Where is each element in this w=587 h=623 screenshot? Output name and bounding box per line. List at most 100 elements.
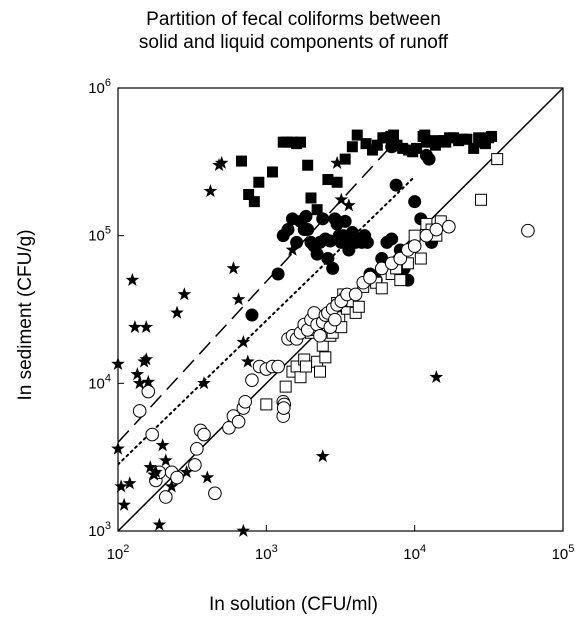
data-point-open-circle [363, 270, 377, 285]
data-point-open-square [394, 274, 407, 287]
data-point-filled-circle [245, 308, 259, 322]
data-points [111, 129, 535, 537]
data-point-star [231, 292, 246, 306]
data-point-filled-circle [271, 267, 285, 281]
data-point-filled-square [305, 192, 317, 204]
data-point-open-square [375, 282, 388, 295]
x-tick-label: 103 [255, 543, 278, 563]
data-point-filled-circle [388, 138, 402, 152]
data-point-filled-circle [385, 232, 399, 246]
data-point-star [139, 319, 154, 334]
data-point-filled-circle [299, 209, 313, 223]
series-filled-circle [245, 138, 439, 322]
data-point-star [203, 184, 218, 198]
data-point-open-circle [132, 404, 147, 418]
data-point-open-circle [188, 458, 202, 472]
data-point-filled-square [248, 196, 260, 208]
data-point-filled-square [360, 138, 372, 150]
y-tick-label: 105 [88, 225, 111, 245]
x-tick-label: 104 [403, 543, 426, 563]
data-point-star [170, 305, 184, 319]
y-tick-label: 106 [88, 77, 111, 97]
y-tick-label: 103 [88, 520, 111, 540]
data-point-star [158, 453, 173, 467]
series-filled-square [235, 129, 498, 216]
data-point-open-circle [407, 239, 422, 253]
data-point-open-circle [145, 427, 159, 442]
data-point-star [240, 354, 255, 368]
chart-title-line-1: Partition of fecal coliforms between [146, 9, 441, 30]
data-point-open-circle [419, 228, 434, 243]
data-point-open-circle [208, 486, 222, 501]
data-point-star [117, 497, 131, 511]
data-point-filled-circle [422, 152, 436, 166]
chart-title: Partition of fecal coliforms between sol… [0, 8, 587, 54]
x-tick-label: 102 [107, 543, 130, 563]
data-point-open-circle [328, 312, 342, 327]
data-point-star [179, 465, 194, 479]
data-point-open-circle [271, 359, 285, 374]
data-point-filled-square [311, 204, 323, 216]
data-point-filled-square [397, 142, 409, 154]
data-point-open-square [352, 300, 365, 313]
reference-line-dashed [118, 144, 393, 443]
data-point-filled-square [351, 129, 363, 141]
data-point-filled-square [302, 159, 314, 171]
data-point-filled-circle [408, 195, 422, 209]
data-point-filled-square [331, 176, 343, 188]
y-tick-label: 104 [88, 372, 111, 392]
data-point-star [197, 376, 211, 390]
data-point-filled-circle [389, 178, 403, 192]
data-point-open-circle [190, 442, 204, 456]
data-point-filled-square [322, 174, 334, 186]
data-point-open-circle [393, 251, 408, 266]
data-point-filled-circle [316, 212, 330, 226]
data-point-star [130, 367, 145, 381]
data-point-star [214, 155, 229, 169]
data-point-filled-circle [301, 223, 315, 237]
series-open-square [260, 153, 504, 411]
data-point-filled-square [253, 176, 265, 188]
data-point-open-square [299, 360, 312, 373]
data-point-star [111, 356, 125, 370]
data-point-star [114, 479, 128, 493]
data-point-open-square [294, 371, 307, 384]
data-point-star [285, 242, 300, 256]
data-point-star [111, 441, 125, 455]
data-point-star [122, 476, 137, 490]
data-point-star [155, 438, 170, 452]
data-point-filled-square [479, 138, 491, 150]
data-point-open-circle [442, 219, 456, 234]
data-point-filled-square [461, 133, 473, 145]
data-point-filled-square [266, 166, 278, 178]
x-axis-label: In solution (CFU/ml) [209, 594, 378, 615]
data-point-star [139, 352, 154, 366]
data-point-open-circle [245, 373, 259, 388]
data-point-star [342, 198, 356, 212]
x-tick-label: 105 [552, 543, 575, 563]
data-point-open-square [491, 153, 504, 166]
reference-line-dotted [118, 175, 416, 466]
data-point-open-square [319, 351, 332, 364]
axis-ticks: 102 103 104 105 103 104 105 106 [88, 77, 574, 563]
data-point-filled-circle [321, 252, 335, 266]
data-point-open-square [313, 365, 326, 378]
data-point-open-circle [141, 384, 156, 399]
data-point-open-square [414, 252, 427, 265]
data-point-open-square [260, 398, 273, 411]
series-open-circle [132, 219, 535, 504]
y-axis-label-wrap: In sediment (CFU/g) [10, 95, 42, 535]
data-point-open-circle [348, 287, 363, 302]
data-point-star [152, 517, 167, 531]
data-point-filled-square [486, 130, 498, 142]
data-point-star [200, 470, 215, 484]
plot-frame [117, 87, 564, 532]
data-point-open-circle [429, 222, 444, 237]
data-point-filled-square [235, 155, 247, 167]
data-point-filled-square [346, 141, 358, 153]
chart-title-line-2: solid and liquid components of runoff [138, 32, 449, 53]
data-point-filled-circle [310, 247, 324, 261]
data-point-filled-circle [360, 235, 374, 249]
data-point-filled-square [339, 153, 351, 165]
